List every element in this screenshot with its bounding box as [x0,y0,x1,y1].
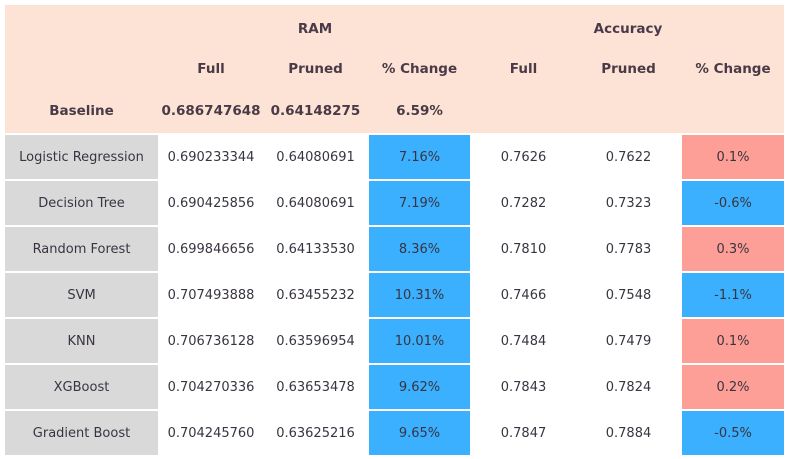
table-cell: 0.63625216 [264,411,367,455]
table-cell: 0.7783 [577,227,680,271]
table-cell: 0.707493888 [160,273,262,317]
table-cell: 0.7810 [472,227,575,271]
column-header: % Change [381,61,458,77]
table-cell: 0.7843 [472,365,575,409]
table-cell: 8.36% [369,227,470,271]
table-cell: 10.31% [369,273,470,317]
row-label: Random Forest [5,227,158,271]
table-cell: 9.62% [369,365,470,409]
table-cell: 0.63455232 [264,273,367,317]
table-cell: 10.01% [369,319,470,363]
table-cell: -0.6% [682,181,784,225]
table-cell: 0.699846656 [160,227,262,271]
column-header: % Change [695,61,771,77]
table-cell: 0.7466 [472,273,575,317]
column-header: Full [197,61,225,77]
table-cell: 0.706736128 [160,319,262,363]
table-cell: 0.1% [682,135,784,179]
column-header: Pruned [288,61,343,77]
row-label: SVM [5,273,158,317]
table-cell: 0.704245760 [160,411,262,455]
table-cell: 0.63653478 [264,365,367,409]
table-cell: 0.1% [682,319,784,363]
table-cell: 0.64133530 [264,227,367,271]
table-cell: 0.704270336 [160,365,262,409]
table-cell: 0.64080691 [264,181,367,225]
table-cell: 7.19% [369,181,470,225]
table-cell: 0.7282 [472,181,575,225]
table-cell: 0.7884 [577,411,680,455]
table-cell: 0.3% [682,227,784,271]
table-cell: 0.7484 [472,319,575,363]
row-label: XGBoost [5,365,158,409]
table-cell: -0.5% [682,411,784,455]
baseline-cell: Baseline [49,103,114,119]
table-cell: 0.7323 [577,181,680,225]
table-cell: 9.65% [369,411,470,455]
table-cell: 0.64080691 [264,135,367,179]
table-cell: 0.2% [682,365,784,409]
table-cell: 0.7548 [577,273,680,317]
table-cell: 0.7626 [472,135,575,179]
column-header: Pruned [601,61,656,77]
table-cell: 0.7479 [577,319,680,363]
table-cell: 0.690233344 [160,135,262,179]
table-cell: 0.7622 [577,135,680,179]
table-cell: 0.7824 [577,365,680,409]
baseline-cell: 6.59% [396,103,443,119]
row-label: Gradient Boost [5,411,158,455]
row-label: Logistic Regression [5,135,158,179]
header-background [5,5,784,133]
table-cell: -1.1% [682,273,784,317]
row-label: Decision Tree [5,181,158,225]
table-cell: 7.16% [369,135,470,179]
column-header: Full [509,61,538,77]
row-label: KNN [5,319,158,363]
table-cell: 0.690425856 [160,181,262,225]
group-header: RAM [297,21,333,37]
baseline-cell: 0.64148275 [270,103,361,119]
table-cell: 0.63596954 [264,319,367,363]
baseline-cell: 0.686747648 [161,103,261,119]
table-cell: 0.7847 [472,411,575,455]
group-header: Accuracy [593,21,663,37]
